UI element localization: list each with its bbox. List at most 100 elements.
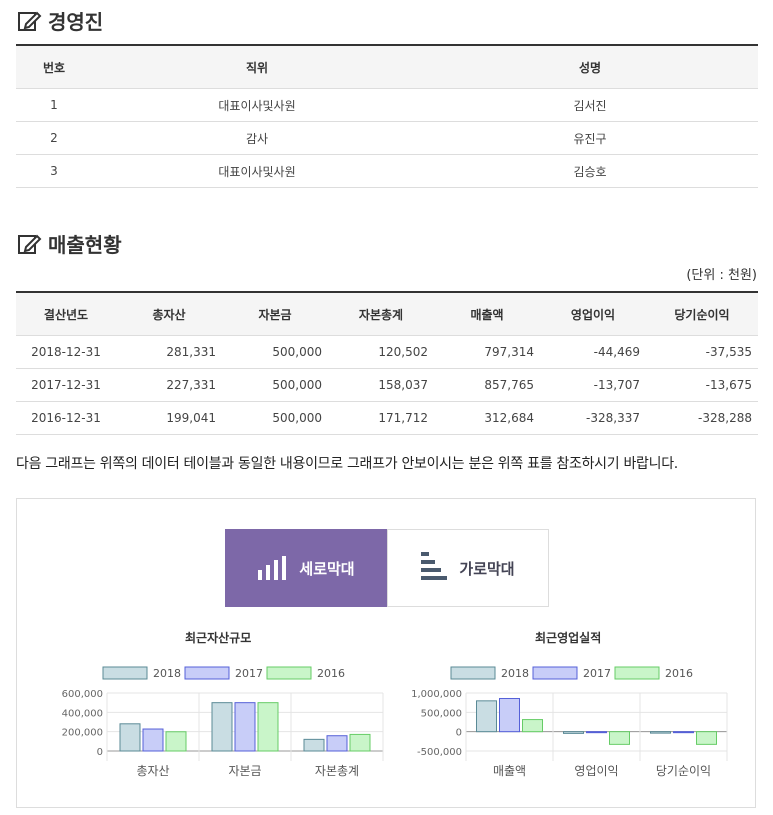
table-cell: 312,684 xyxy=(434,401,540,435)
table-cell: 2017-12-31 xyxy=(16,368,116,402)
bar xyxy=(257,702,279,752)
chart-title-assets: 최근자산규모 xyxy=(185,631,252,645)
table-cell: 797,314 xyxy=(434,335,540,369)
table-header-row: 결산년도 총자산 자본금 자본총계 매출액 영업이익 당기순이익 xyxy=(16,291,758,336)
tab-horizontal-label: 가로막대 xyxy=(459,559,515,578)
unit-label: (단위 : 천원) xyxy=(686,268,757,283)
bar xyxy=(303,738,325,752)
table-cell: 대표이사및사원 xyxy=(92,154,422,188)
sales-table: 결산년도 총자산 자본금 자본총계 매출액 영업이익 당기순이익 2018-12… xyxy=(16,291,758,435)
table-cell: 2 xyxy=(16,121,92,155)
x-tick-label: 자본총계 xyxy=(315,764,359,777)
table-cell: -13,675 xyxy=(646,368,758,402)
y-tick-label: 0 xyxy=(456,728,462,739)
column-header: 자본총계 xyxy=(328,291,434,336)
table-cell: 120,502 xyxy=(328,335,434,369)
table-row: 2016-12-31 199,041 500,000 171,712 312,6… xyxy=(16,401,758,435)
table-cell: 500,000 xyxy=(222,335,328,369)
table-cell: 2018-12-31 xyxy=(16,335,116,369)
table-cell: -328,337 xyxy=(540,401,646,435)
bar xyxy=(119,723,141,752)
table-cell: 171,712 xyxy=(328,401,434,435)
bar xyxy=(326,735,348,752)
table-cell: 158,037 xyxy=(328,368,434,402)
table-row: 2 감사 유진구 xyxy=(16,121,758,155)
bar xyxy=(609,731,630,745)
bar xyxy=(234,702,256,752)
table-cell: 3 xyxy=(16,154,92,188)
tab-vertical-label: 세로막대 xyxy=(299,559,355,578)
chart-title-performance: 최근영업실적 xyxy=(535,631,602,645)
horizontal-bar-icon xyxy=(421,552,448,580)
executives-table: 번호 직위 성명 1 대표이사및사원 김서진 2 감사 유진구 3 대표이사및사… xyxy=(16,44,758,188)
table-cell: 2016-12-31 xyxy=(16,401,116,435)
table-cell: -44,469 xyxy=(540,335,646,369)
table-cell: 857,765 xyxy=(434,368,540,402)
table-cell: -13,707 xyxy=(540,368,646,402)
legend-label: 2018 xyxy=(501,667,529,680)
y-tick-label: 600,000 xyxy=(62,689,103,700)
edit-icon xyxy=(18,11,42,31)
bar xyxy=(476,700,497,733)
column-header: 매출액 xyxy=(434,291,540,336)
executives-title: 경영진 xyxy=(48,10,104,34)
x-tick-label: 총자산 xyxy=(136,764,169,777)
bar xyxy=(696,731,717,745)
chart-panel: 세로막대 가로막대 최근자산규모 최근영업실적 2018 2017 2016 600,… xyxy=(16,498,756,808)
bar xyxy=(586,731,607,734)
table-cell: 김승호 xyxy=(422,154,758,188)
y-tick-label: 200,000 xyxy=(62,728,103,739)
table-cell: -37,535 xyxy=(646,335,758,369)
x-tick-label: 자본금 xyxy=(228,764,261,777)
executives-section-title: 경영진 xyxy=(16,6,103,35)
column-header: 직위 xyxy=(92,44,422,89)
x-tick-label: 영업이익 xyxy=(574,764,618,777)
column-header: 당기순이익 xyxy=(646,291,758,336)
column-header: 결산년도 xyxy=(16,291,116,336)
bar xyxy=(165,731,187,752)
table-cell: 유진구 xyxy=(422,121,758,155)
table-cell: 500,000 xyxy=(222,401,328,435)
y-tick-label: 500,000 xyxy=(421,708,462,719)
y-tick-label: 1,000,000 xyxy=(411,689,462,700)
tab-vertical-bar[interactable]: 세로막대 xyxy=(225,529,387,607)
table-cell: 227,331 xyxy=(116,368,222,402)
table-cell: 대표이사및사원 xyxy=(92,88,422,122)
chart-performance: 2018 2017 2016 1,000,000 500,000 0 -500,000 매출액… xyxy=(411,666,728,777)
bar xyxy=(522,719,543,733)
bar xyxy=(142,728,164,752)
vertical-bar-icon xyxy=(258,556,287,580)
table-row: 2018-12-31 281,331 500,000 120,502 797,3… xyxy=(16,335,758,369)
table-row: 2017-12-31 227,331 500,000 158,037 857,7… xyxy=(16,368,758,402)
sales-section-title: 매출현황 xyxy=(16,229,122,258)
bar xyxy=(673,731,694,734)
table-header-row: 번호 직위 성명 xyxy=(16,44,758,89)
column-header: 성명 xyxy=(422,44,758,89)
edit-icon xyxy=(18,234,42,254)
legend-swatch xyxy=(614,666,660,680)
legend-swatch xyxy=(450,666,496,680)
y-tick-label: -500,000 xyxy=(417,747,462,758)
column-header: 영업이익 xyxy=(540,291,646,336)
table-row: 3 대표이사및사원 김승호 xyxy=(16,154,758,188)
bar xyxy=(650,731,671,734)
legend-label: 2016 xyxy=(317,667,345,680)
bar xyxy=(349,733,371,752)
table-cell: 500,000 xyxy=(222,368,328,402)
column-header: 자본금 xyxy=(222,291,328,336)
table-cell: 감사 xyxy=(92,121,422,155)
x-tick-label: 매출액 xyxy=(493,764,526,777)
sales-title: 매출현황 xyxy=(48,233,122,257)
bar xyxy=(499,697,520,733)
legend-swatch xyxy=(184,666,230,680)
table-cell: 김서진 xyxy=(422,88,758,122)
table-cell: 281,331 xyxy=(116,335,222,369)
legend-swatch xyxy=(266,666,312,680)
table-cell: 1 xyxy=(16,88,92,122)
tab-horizontal-bar[interactable]: 가로막대 xyxy=(387,529,549,607)
legend-label: 2016 xyxy=(665,667,693,680)
column-header: 번호 xyxy=(16,44,92,89)
column-header: 총자산 xyxy=(116,291,222,336)
bar xyxy=(211,702,233,752)
x-tick-label: 당기순이익 xyxy=(656,764,711,777)
